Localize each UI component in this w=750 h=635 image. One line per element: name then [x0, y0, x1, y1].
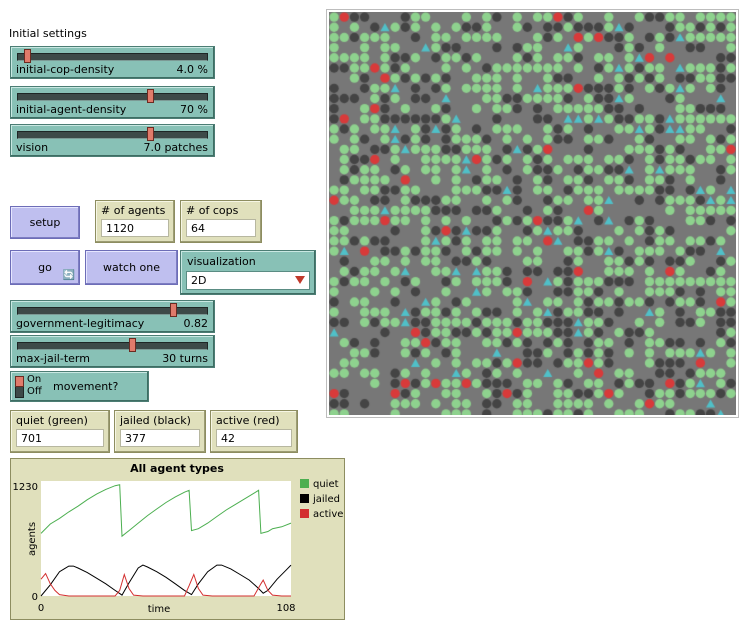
- switch-name: movement?: [53, 380, 119, 393]
- slider-label: government-legitimacy: [16, 317, 145, 330]
- slider-track: [17, 342, 208, 350]
- x-max-tick: 108: [276, 603, 295, 614]
- slider-value: 0.82: [183, 317, 209, 330]
- slider-handle[interactable]: [128, 338, 136, 352]
- dropdown-arrow-icon[interactable]: [295, 276, 305, 284]
- chooser-label: visualization: [187, 255, 256, 268]
- chooser-value-box[interactable]: 2D: [186, 271, 310, 290]
- monitor-label: # of agents: [101, 204, 166, 217]
- switch-track: [15, 376, 24, 398]
- slider-track: [17, 53, 208, 61]
- slider-label: initial-agent-density: [16, 103, 127, 116]
- slider-value: 7.0 patches: [143, 141, 208, 154]
- switch-off-label: Off: [27, 386, 42, 397]
- legend-label-active: active: [313, 509, 343, 520]
- switch-handle[interactable]: [15, 376, 24, 387]
- slider-handle[interactable]: [24, 49, 32, 63]
- x-axis-label: time: [148, 604, 171, 615]
- slider-initial-agent-density[interactable]: initial-agent-density 70 %: [10, 86, 215, 119]
- slider-label: initial-cop-density: [16, 63, 115, 76]
- y-axis-label: agents: [27, 522, 38, 556]
- monitor-value: 1120: [101, 219, 169, 237]
- jailed-monitor: jailed (black) 377: [114, 410, 206, 453]
- series-line-quiet: [40, 484, 292, 538]
- legend-swatch-jailed: [300, 494, 309, 503]
- switch-on-label: On: [27, 374, 42, 385]
- legend: quiet jailed active: [300, 479, 343, 520]
- series-line-jailed: [40, 564, 292, 597]
- slider-value: 70 %: [180, 103, 208, 116]
- monitor-value: 377: [120, 429, 200, 447]
- active-monitor: active (red) 42: [210, 410, 298, 453]
- slider-vision[interactable]: vision 7.0 patches: [10, 124, 215, 157]
- world-canvas[interactable]: [329, 12, 736, 415]
- slider-track: [17, 131, 208, 139]
- slider-handle[interactable]: [147, 89, 155, 103]
- slider-track: [17, 307, 208, 315]
- monitor-label: active (red): [216, 414, 280, 427]
- world-view[interactable]: [326, 9, 739, 418]
- slider-value: 30 turns: [162, 352, 208, 365]
- legend-swatch-quiet: [300, 479, 309, 488]
- slider-track: [17, 93, 208, 101]
- monitor-label: jailed (black): [120, 414, 191, 427]
- watch-one-button[interactable]: watch one: [85, 250, 178, 285]
- agent-types-plot: All agent types 1230 0 0 108 time agents…: [10, 458, 345, 620]
- monitor-value: 64: [186, 219, 256, 237]
- chooser-value: 2D: [191, 274, 207, 287]
- legend-label-jailed: jailed: [312, 494, 340, 505]
- monitor-label: quiet (green): [16, 414, 88, 427]
- slider-label: max-jail-term: [16, 352, 90, 365]
- slider-government-legitimacy[interactable]: government-legitimacy 0.82: [10, 300, 215, 333]
- slider-max-jail-term[interactable]: max-jail-term 30 turns: [10, 335, 215, 368]
- plot-lines: [40, 484, 292, 597]
- plot-svg: All agent types 1230 0 0 108 time agents…: [13, 462, 344, 615]
- x-min-tick: 0: [38, 603, 44, 614]
- visualization-chooser[interactable]: visualization 2D: [180, 250, 316, 295]
- y-min-tick: 0: [32, 592, 38, 603]
- slider-value: 4.0 %: [176, 63, 208, 76]
- monitor-label: # of cops: [186, 204, 239, 217]
- legend-label-quiet: quiet: [313, 479, 339, 490]
- y-max-tick: 1230: [13, 482, 38, 493]
- agents-monitor: # of agents 1120: [95, 200, 175, 243]
- slider-label: vision: [16, 141, 49, 154]
- slider-initial-cop-density[interactable]: initial-cop-density 4.0 %: [10, 46, 215, 79]
- slider-handle[interactable]: [147, 127, 155, 141]
- movement-switch[interactable]: On Off movement?: [10, 371, 149, 402]
- monitor-value: 701: [16, 429, 104, 447]
- legend-swatch-active: [300, 509, 309, 518]
- plot-area: [41, 481, 291, 596]
- slider-handle[interactable]: [169, 303, 177, 317]
- forever-arrows-icon: 🔄: [62, 270, 75, 281]
- cops-monitor: # of cops 64: [180, 200, 262, 243]
- monitor-value: 42: [216, 429, 292, 447]
- quiet-monitor: quiet (green) 701: [10, 410, 110, 453]
- go-button-label: go: [38, 261, 52, 274]
- setup-button[interactable]: setup: [10, 206, 80, 239]
- section-title: Initial settings: [9, 27, 87, 40]
- plot-title: All agent types: [130, 462, 224, 475]
- series-line-active: [40, 572, 291, 597]
- go-button[interactable]: go 🔄: [10, 250, 80, 285]
